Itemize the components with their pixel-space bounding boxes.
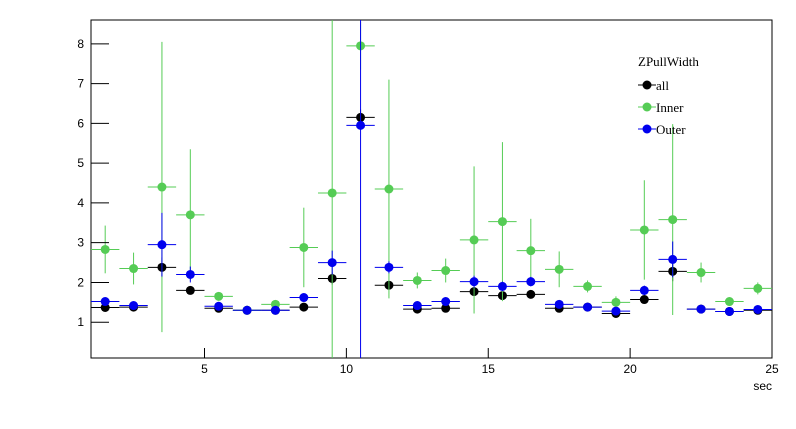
- data-point: [356, 120, 366, 130]
- data-point: [214, 291, 224, 301]
- data-point: [185, 269, 195, 279]
- x-tick-label: 10: [340, 362, 354, 376]
- data-point: [526, 289, 536, 299]
- data-point: [129, 301, 139, 311]
- data-point: [327, 188, 337, 198]
- y-tick-label: 2: [77, 275, 84, 289]
- data-point: [469, 235, 479, 245]
- x-tick-label: 5: [201, 362, 208, 376]
- data-point: [696, 268, 706, 278]
- data-point: [753, 283, 763, 293]
- data-point: [327, 258, 337, 268]
- data-point: [412, 301, 422, 311]
- data-point: [469, 277, 479, 287]
- x-axis-label: sec: [753, 379, 772, 393]
- data-point: [526, 277, 536, 287]
- y-tick-label: 5: [77, 156, 84, 170]
- data-point: [441, 303, 451, 313]
- data-point: [583, 281, 593, 291]
- data-point: [526, 246, 536, 256]
- y-tick-label: 6: [77, 116, 84, 130]
- data-point: [384, 262, 394, 272]
- data-point: [554, 299, 564, 309]
- data-point: [639, 225, 649, 235]
- data-point: [412, 275, 422, 285]
- data-point: [299, 302, 309, 312]
- data-point: [497, 281, 507, 291]
- data-point: [214, 301, 224, 311]
- data-point: [668, 254, 678, 264]
- legend-label: Outer: [656, 122, 686, 137]
- data-point: [157, 182, 167, 192]
- y-tick-label: 1: [77, 315, 84, 329]
- x-tick-label: 15: [482, 362, 496, 376]
- x-tick-label: 25: [765, 362, 779, 376]
- data-point: [270, 305, 280, 315]
- data-point: [384, 184, 394, 194]
- y-tick-label: 3: [77, 236, 84, 250]
- data-point: [639, 285, 649, 295]
- legend-label: Inner: [656, 100, 684, 115]
- data-point: [583, 302, 593, 312]
- legend-label: all: [656, 78, 669, 93]
- data-point: [185, 285, 195, 295]
- data-point: [441, 297, 451, 307]
- data-point: [724, 306, 734, 316]
- data-point: [639, 295, 649, 305]
- data-point: [185, 210, 195, 220]
- data-point: [129, 264, 139, 274]
- data-point: [242, 305, 252, 315]
- data-point: [299, 293, 309, 303]
- data-point: [753, 304, 763, 314]
- data-point: [611, 306, 621, 316]
- data-point: [100, 297, 110, 307]
- legend-title: ZPullWidth: [638, 54, 699, 69]
- y-tick-label: 8: [77, 37, 84, 51]
- plot-frame: [90, 19, 773, 359]
- data-point: [668, 215, 678, 225]
- y-tick-label: 7: [77, 77, 84, 91]
- data-point: [554, 264, 564, 274]
- data-point: [157, 240, 167, 250]
- data-point: [299, 242, 309, 252]
- data-point: [724, 297, 734, 307]
- data-point: [611, 297, 621, 307]
- x-tick-label: 20: [623, 362, 637, 376]
- y-tick-label: 4: [77, 196, 84, 210]
- data-point: [497, 217, 507, 227]
- data-point: [100, 244, 110, 254]
- data-point: [696, 304, 706, 314]
- data-point: [441, 266, 451, 276]
- plot-area: [91, 20, 772, 358]
